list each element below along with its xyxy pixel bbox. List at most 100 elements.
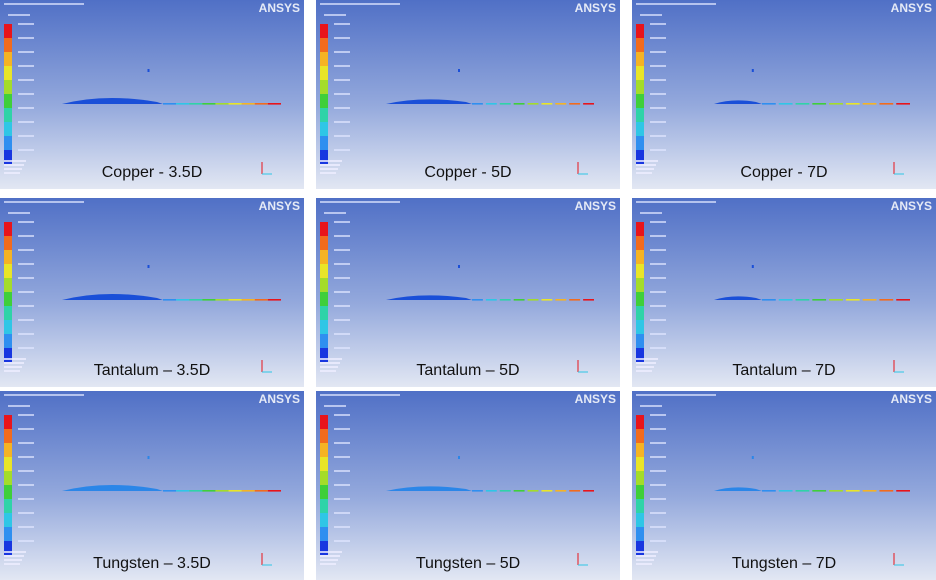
legend-swatch xyxy=(320,443,328,457)
legend-swatch xyxy=(4,52,12,66)
legend-swatch xyxy=(320,108,328,122)
info-text xyxy=(4,559,22,561)
legend-swatch xyxy=(636,108,644,122)
simulation-panel: ANSYS Tantalum – 5D xyxy=(316,198,620,387)
legend-swatch xyxy=(320,306,328,320)
legend-swatch xyxy=(4,443,12,457)
legend-label xyxy=(18,305,34,307)
info-text xyxy=(320,358,342,360)
background xyxy=(316,391,620,580)
debris-trail xyxy=(541,490,553,492)
legend-swatch xyxy=(636,499,644,513)
legend-label xyxy=(18,23,34,25)
legend-swatch xyxy=(4,320,12,334)
legend-label xyxy=(18,470,34,472)
fragment xyxy=(147,456,150,459)
simulation-panel: ANSYS Tungsten – 3.5D xyxy=(0,391,304,580)
legend-swatch xyxy=(320,415,328,429)
background xyxy=(0,0,304,189)
legend-swatch xyxy=(320,236,328,250)
legend-swatch xyxy=(4,136,12,150)
panel-caption: Tungsten – 5D xyxy=(416,555,520,572)
debris-trail xyxy=(862,299,877,301)
debris-trail xyxy=(267,490,281,492)
info-text xyxy=(320,362,340,364)
debris-trail xyxy=(485,103,497,105)
info-text xyxy=(636,358,658,360)
legend-label xyxy=(334,319,350,321)
logo: ANSYS xyxy=(891,1,932,15)
legend-swatch xyxy=(4,499,12,513)
debris-trail xyxy=(189,299,203,301)
logo: ANSYS xyxy=(259,392,300,406)
info-text xyxy=(320,559,338,561)
legend-swatch xyxy=(636,471,644,485)
legend-swatch xyxy=(636,457,644,471)
legend-label xyxy=(18,414,34,416)
debris-trail xyxy=(845,299,860,301)
logo: ANSYS xyxy=(575,392,616,406)
legend-swatch xyxy=(4,122,12,136)
background xyxy=(0,391,304,580)
legend-label xyxy=(18,65,34,67)
legend-label xyxy=(334,291,350,293)
legend-label xyxy=(334,107,350,109)
legend-label xyxy=(334,498,350,500)
legend-label xyxy=(18,333,34,335)
legend-swatch xyxy=(4,236,12,250)
info-text xyxy=(636,168,654,170)
legend-label xyxy=(334,414,350,416)
debris-trail xyxy=(499,103,511,105)
legend-label xyxy=(334,93,350,95)
fragment xyxy=(458,69,460,72)
legend-label xyxy=(650,414,666,416)
debris-trail xyxy=(189,103,203,105)
legend-swatch xyxy=(320,80,328,94)
debris-trail xyxy=(778,103,793,105)
simulation-panel: ANSYS Copper - 7D xyxy=(632,0,936,189)
legend-title xyxy=(8,405,30,407)
legend-swatch xyxy=(636,348,644,362)
header-text xyxy=(636,394,716,396)
legend-swatch xyxy=(320,264,328,278)
legend-label xyxy=(334,277,350,279)
legend-swatch xyxy=(320,250,328,264)
legend-label xyxy=(650,121,666,123)
debris-mound xyxy=(714,100,762,104)
legend-label xyxy=(18,235,34,237)
info-text xyxy=(4,366,22,368)
info-text xyxy=(4,551,26,553)
panel-caption: Copper - 5D xyxy=(424,164,511,181)
debris-trail xyxy=(254,490,268,492)
debris-trail xyxy=(499,490,511,492)
debris-trail xyxy=(241,103,255,105)
legend-swatch xyxy=(320,278,328,292)
legend-swatch xyxy=(4,264,12,278)
legend-title xyxy=(8,14,30,16)
debris-trail xyxy=(569,299,581,301)
debris-trail xyxy=(829,103,843,105)
header-text xyxy=(4,394,84,396)
debris-trail xyxy=(499,299,511,301)
legend-label xyxy=(18,121,34,123)
legend-label xyxy=(650,526,666,528)
debris-trail xyxy=(541,299,553,301)
debris-mound xyxy=(714,487,762,491)
debris-trail xyxy=(896,299,910,301)
debris-trail xyxy=(254,103,268,105)
debris-mound xyxy=(62,484,163,491)
simulation-panel: ANSYS Tungsten – 5D xyxy=(316,391,620,580)
simulation-panel: ANSYS Copper - 3.5D xyxy=(0,0,304,189)
legend-swatch xyxy=(636,264,644,278)
debris-trail xyxy=(267,103,281,105)
legend-swatch xyxy=(4,415,12,429)
debris-trail xyxy=(812,490,827,492)
legend-label xyxy=(18,526,34,528)
legend-swatch xyxy=(4,485,12,499)
debris-mound xyxy=(386,486,472,491)
legend-swatch xyxy=(636,38,644,52)
legend-label xyxy=(650,512,666,514)
legend-swatch xyxy=(4,80,12,94)
legend-swatch xyxy=(636,306,644,320)
